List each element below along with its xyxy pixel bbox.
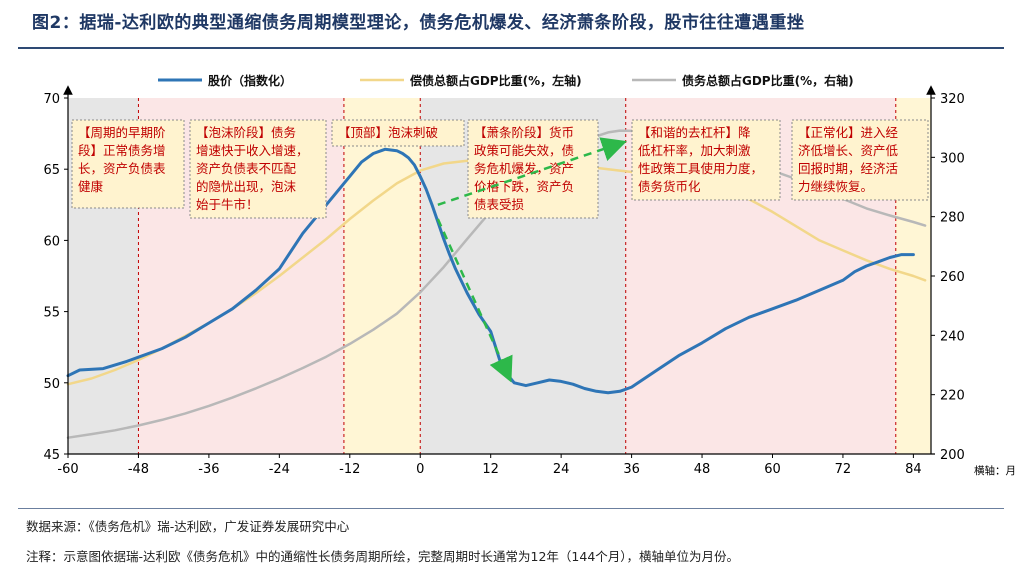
annotation-text-3: 务危机爆发，资产 <box>474 161 574 176</box>
annotation-text-5: 【正常化】进入经 <box>798 125 899 140</box>
x-tick-label: 36 <box>623 462 640 477</box>
annotation-text-3: 政策可能失效，债 <box>474 143 574 158</box>
x-tick-label: -60 <box>57 462 78 477</box>
x-tick-label: -12 <box>339 462 360 477</box>
annotation-box-2 <box>331 119 465 147</box>
left-tick-label: 60 <box>43 234 60 249</box>
annotation-text-0: 长，资产负债表 <box>78 161 166 176</box>
annotation-text-5: 回报时期，经济活 <box>798 161 898 176</box>
title: 图2：据瑞-达利欧的典型通缩债务周期模型理论，债务危机爆发、经济萧条阶段，股市往… <box>32 13 805 33</box>
annotation-text-4: 债务货币化 <box>638 179 701 194</box>
debt-peak-arrow <box>437 137 627 206</box>
x-tick-label: 84 <box>905 462 922 477</box>
annotation-text-3: 价格下跌，资产负 <box>474 179 574 194</box>
annotation-text-1: 始于牛市！ <box>196 197 259 212</box>
annotation-text-4: 低杠杆率，加大刺激 <box>638 143 751 158</box>
right-tick-label: 320 <box>940 92 965 107</box>
annotation-text-1: 增速快于收入增速， <box>196 143 309 158</box>
x-tick-label: 12 <box>482 462 499 477</box>
annotation-box-5 <box>791 119 929 201</box>
footer-divider <box>18 508 1004 509</box>
annotation-text-4: 性政策工具使用力度， <box>638 161 763 176</box>
annotation-text-0: 段】正常债务增 <box>78 143 166 158</box>
annotation-text-1: 【泡沫阶段】债务 <box>196 125 296 140</box>
x-axis-label: 横轴：月 <box>974 464 1016 477</box>
series-line-stock <box>66 147 915 395</box>
title-divider <box>18 47 1004 49</box>
right-tick-label: 280 <box>940 211 965 226</box>
left-tick-label: 70 <box>43 92 60 107</box>
source-note: 数据来源：《债务危机》瑞-达利欧，广发证券发展研究中心 <box>26 519 350 534</box>
annotation-box-0 <box>71 119 185 209</box>
x-tick-label: 24 <box>553 462 570 477</box>
left-tick-label: 55 <box>43 306 60 321</box>
annotation-text-1: 的隐忧出现，泡沫 <box>196 179 297 194</box>
x-tick-label: 0 <box>416 462 424 477</box>
x-tick-label: -48 <box>128 462 149 477</box>
annotation-text-1: 资产负债表不匹配 <box>196 161 297 176</box>
x-tick-label: 48 <box>694 462 711 477</box>
annotation-text-4: 【和谐的去杠杆】降 <box>638 125 751 140</box>
x-tick-label: 72 <box>835 462 852 477</box>
annotation-text-3: 债表受损 <box>474 197 525 212</box>
x-tick-label: 60 <box>764 462 781 477</box>
x-tick-label: -36 <box>198 462 219 477</box>
annotation-text-2: 【顶部】泡沫刺破 <box>338 125 438 140</box>
decline-arrow <box>436 218 513 383</box>
annotation-text-3: 【萧条阶段】货币 <box>474 125 574 140</box>
legend-label-ratio: 偿债总额占GDP比重(%，左轴) <box>410 73 582 88</box>
annotation-box-1 <box>189 119 327 219</box>
right-tick-label: 220 <box>940 389 965 404</box>
left-tick-label: 65 <box>43 163 60 178</box>
right-tick-label: 300 <box>940 151 965 166</box>
annotation-text-5: 济低增长、资产低 <box>798 143 899 158</box>
left-tick-label: 45 <box>43 448 60 463</box>
x-tick-label: -24 <box>269 462 290 477</box>
legend-label-stock: 股价（指数化） <box>208 73 292 88</box>
annotation-text-5: 力继续恢复。 <box>798 179 873 194</box>
right-tick-label: 200 <box>940 448 965 463</box>
annotation-text-0: 【周期的早期阶 <box>78 125 166 140</box>
right-tick-label: 240 <box>940 329 965 344</box>
annotation-box-3 <box>467 119 599 219</box>
right-tick-label: 260 <box>940 270 965 285</box>
footnote: 注释：示意图依据瑞-达利欧《债务危机》中的通缩性长债务周期所绘，完整周期时长通常… <box>26 549 740 564</box>
left-tick-label: 50 <box>43 377 60 392</box>
annotation-text-0: 健康 <box>78 179 104 194</box>
annotation-box-4 <box>631 119 781 201</box>
legend-label-debt_gdp: 债务总额占GDP比重(%，右轴) <box>682 73 854 88</box>
